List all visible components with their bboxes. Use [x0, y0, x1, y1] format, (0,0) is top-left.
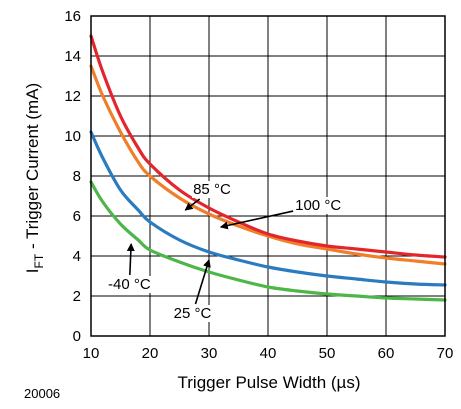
annotation-label-background: [192, 181, 232, 198]
annotation-arrow: [219, 210, 294, 230]
y-axis-label-subscript: FT: [32, 253, 46, 268]
y-tick-label: 8: [73, 168, 81, 185]
y-tick-label: 12: [64, 88, 81, 105]
y-tick-label: 2: [73, 288, 81, 305]
annotation-label-background: [294, 197, 343, 214]
x-tick-label: 70: [437, 345, 454, 362]
y-tick-label: 6: [73, 208, 81, 225]
series-line: [89, 180, 447, 302]
series-group: [89, 34, 447, 302]
series-line: [89, 130, 447, 287]
y-tick-labels: 0 2 4 6 8 10 12 14 16: [64, 8, 81, 345]
annotation-label-background: [172, 305, 213, 322]
y-tick-label: 4: [73, 248, 81, 265]
x-tick-label: 30: [201, 345, 218, 362]
x-tick-labels: 10 20 30 40 50 60 70: [83, 345, 454, 362]
y-tick-label: 0: [73, 328, 81, 345]
x-axis-label: Trigger Pulse Width (µs): [178, 373, 361, 392]
annotation-label: 85 °C: [193, 181, 231, 198]
annotation-label: -40 °C: [108, 276, 151, 293]
annotation-group: 85 °C 100 °C -40 °C 25 °C: [107, 181, 343, 322]
y-axis-label-main: I: [23, 268, 42, 273]
x-tick-label: 10: [83, 345, 100, 362]
annotation-arrow: [194, 259, 211, 305]
annotation-arrow: [126, 243, 135, 276]
series-line: [89, 64, 447, 266]
y-axis-label-rest: - Trigger Current (mA): [23, 83, 42, 254]
y-tick-label: 10: [64, 128, 81, 145]
plot-frame: [90, 15, 446, 337]
figure-id: 20006: [24, 386, 60, 401]
x-tick-label: 40: [260, 345, 277, 362]
annotation-arrow: [184, 198, 201, 211]
x-tick-label: 50: [319, 345, 336, 362]
annotation-label: 100 °C: [295, 197, 341, 214]
y-tick-label: 16: [64, 8, 81, 25]
x-tick-label: 20: [142, 345, 159, 362]
y-tick-label: 14: [64, 48, 81, 65]
annotation-label: 25 °C: [174, 305, 212, 322]
x-tick-label: 60: [378, 345, 395, 362]
y-axis-label: IFT - Trigger Current (mA): [23, 83, 46, 273]
annotation-label-background: [107, 276, 152, 293]
series-line: [89, 34, 447, 259]
